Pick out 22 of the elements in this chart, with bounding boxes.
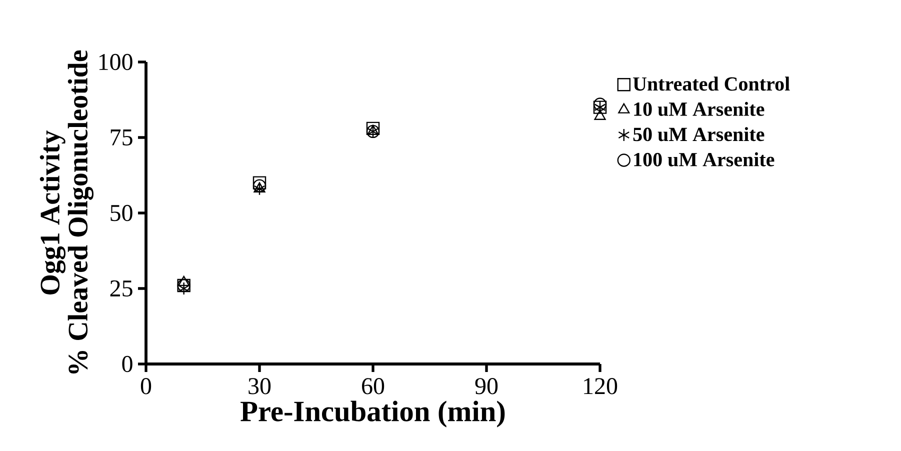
legend-label: 100 uM Arsenite [634,152,774,166]
y-tick-label: 25 [110,280,132,297]
point [178,282,190,296]
x-tick-label: 30 [248,378,271,394]
y-tick-label: 50 [110,204,132,222]
point [366,122,380,136]
y-tick-label: 100 [99,54,132,70]
y-axis-title: Ogg1 Activity % Cleaved Oligonucleotide [40,50,94,374]
legend-label: Untreated Control [633,76,790,91]
y-tick-label: 75 [110,130,132,146]
x-tick-label: 0 [140,378,152,394]
point [178,276,190,286]
point [254,182,266,192]
y-tick-label: 0 [122,356,132,372]
x-axis-title: Pre-Incubation (min) [240,400,505,428]
x-tick-label: 90 [475,378,498,394]
legend-label: 10 uM Arsenite [634,102,764,116]
x-tick-label: 120 [584,378,618,394]
point [593,98,607,111]
point [252,179,266,192]
x-tick-label: 60 [362,378,384,394]
legend-label: 50 uM Arsenite [633,127,764,142]
